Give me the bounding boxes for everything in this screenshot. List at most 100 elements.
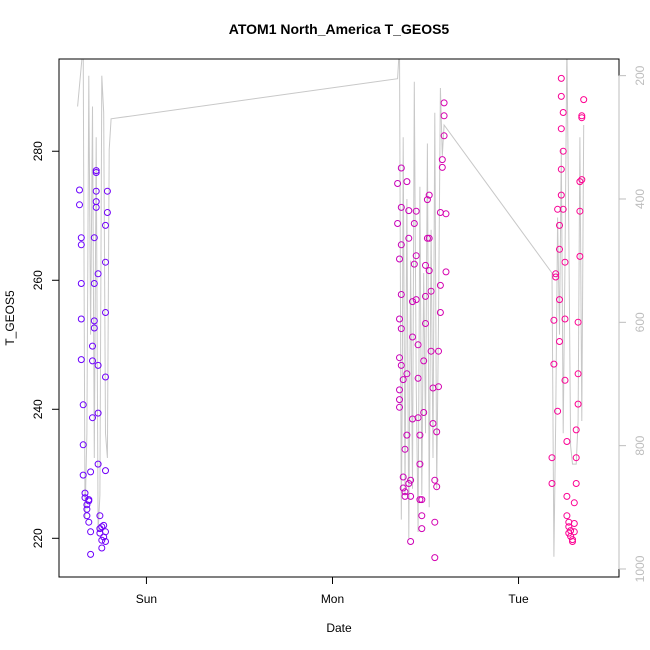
data-point bbox=[103, 209, 111, 216]
data-point bbox=[425, 234, 433, 242]
data-point bbox=[442, 210, 450, 218]
data-point bbox=[414, 374, 422, 382]
data-point bbox=[425, 267, 433, 275]
data-point bbox=[557, 165, 565, 173]
data-point bbox=[100, 521, 108, 529]
data-point bbox=[396, 396, 403, 404]
data-point bbox=[414, 341, 422, 349]
data-point bbox=[397, 325, 405, 333]
data-point bbox=[574, 370, 582, 378]
data-point bbox=[397, 203, 405, 211]
data-point bbox=[397, 291, 405, 298]
data-point bbox=[399, 484, 407, 492]
data-point bbox=[557, 74, 565, 82]
data-point bbox=[412, 296, 420, 304]
data-point bbox=[94, 361, 102, 369]
data-point bbox=[420, 409, 428, 416]
data-point bbox=[567, 527, 575, 535]
data-point bbox=[576, 178, 584, 186]
x-tick-label: Tue bbox=[508, 592, 529, 606]
data-point bbox=[414, 414, 422, 422]
data-point bbox=[563, 438, 571, 445]
data-point bbox=[572, 426, 580, 434]
data-point bbox=[442, 268, 450, 276]
data-point bbox=[102, 221, 109, 229]
data-points bbox=[76, 74, 588, 562]
data-point bbox=[96, 529, 104, 537]
y-tick-label: 280 bbox=[31, 141, 45, 161]
data-point bbox=[572, 454, 580, 462]
data-point bbox=[578, 114, 586, 122]
data-point bbox=[416, 460, 424, 468]
data-point bbox=[572, 480, 580, 487]
data-point bbox=[396, 403, 403, 411]
data-point bbox=[399, 376, 407, 384]
data-point bbox=[98, 544, 106, 552]
data-point bbox=[409, 333, 416, 341]
data-point bbox=[557, 125, 565, 133]
data-point bbox=[396, 386, 403, 394]
data-point bbox=[431, 518, 439, 526]
data-point bbox=[574, 318, 582, 326]
x-tick-label: Mon bbox=[321, 592, 344, 606]
data-point bbox=[578, 176, 586, 184]
data-point bbox=[89, 357, 96, 365]
data-point bbox=[405, 234, 413, 242]
data-point bbox=[416, 496, 424, 504]
y-axis-label: T_GEOS5 bbox=[3, 290, 17, 346]
data-point bbox=[422, 261, 429, 269]
data-point bbox=[436, 281, 444, 289]
data-point bbox=[548, 480, 556, 487]
chart-title: ATOM1 North_America T_GEOS5 bbox=[229, 21, 450, 37]
data-point bbox=[580, 96, 588, 104]
data-point bbox=[574, 400, 582, 408]
data-point bbox=[399, 473, 407, 481]
y2-tick-label: 1000 bbox=[633, 555, 647, 582]
data-point bbox=[103, 187, 111, 195]
y-tick-label: 260 bbox=[31, 270, 45, 290]
data-point bbox=[416, 431, 424, 439]
data-point bbox=[92, 198, 100, 206]
data-point bbox=[77, 315, 85, 323]
data-point bbox=[438, 163, 446, 171]
data-point bbox=[440, 132, 448, 140]
y-tick-label: 220 bbox=[31, 528, 45, 548]
y2-axis: 200 400 600 800 1000 bbox=[618, 65, 647, 582]
data-point bbox=[396, 354, 403, 362]
series-2 bbox=[394, 99, 450, 562]
data-point bbox=[436, 209, 444, 216]
data-point bbox=[418, 496, 426, 504]
data-point bbox=[576, 252, 584, 260]
data-point bbox=[561, 258, 569, 266]
data-point bbox=[559, 205, 567, 213]
data-point bbox=[85, 497, 93, 505]
data-point bbox=[403, 178, 411, 186]
data-point bbox=[94, 460, 102, 468]
x-tick-label: Sun bbox=[136, 592, 157, 606]
data-point bbox=[559, 147, 567, 155]
data-point bbox=[563, 492, 571, 500]
altitude-trace bbox=[77, 59, 585, 557]
data-point bbox=[433, 483, 441, 491]
data-point bbox=[550, 360, 558, 368]
data-point bbox=[440, 99, 448, 107]
data-point bbox=[557, 92, 565, 100]
data-point bbox=[87, 468, 95, 476]
altitude-trace-line bbox=[77, 59, 585, 557]
data-point bbox=[578, 112, 586, 120]
x-axis-label: Date bbox=[326, 621, 352, 635]
data-point bbox=[412, 207, 420, 215]
data-point bbox=[557, 191, 565, 199]
data-point bbox=[423, 196, 431, 204]
data-point bbox=[394, 220, 402, 227]
data-point bbox=[94, 270, 102, 278]
data-point bbox=[79, 471, 87, 479]
data-point bbox=[556, 221, 563, 229]
data-point bbox=[431, 476, 439, 484]
data-point bbox=[554, 205, 562, 213]
data-point bbox=[401, 488, 409, 496]
data-point bbox=[435, 383, 442, 391]
data-point bbox=[418, 525, 426, 533]
y2-tick-label: 800 bbox=[633, 435, 647, 455]
